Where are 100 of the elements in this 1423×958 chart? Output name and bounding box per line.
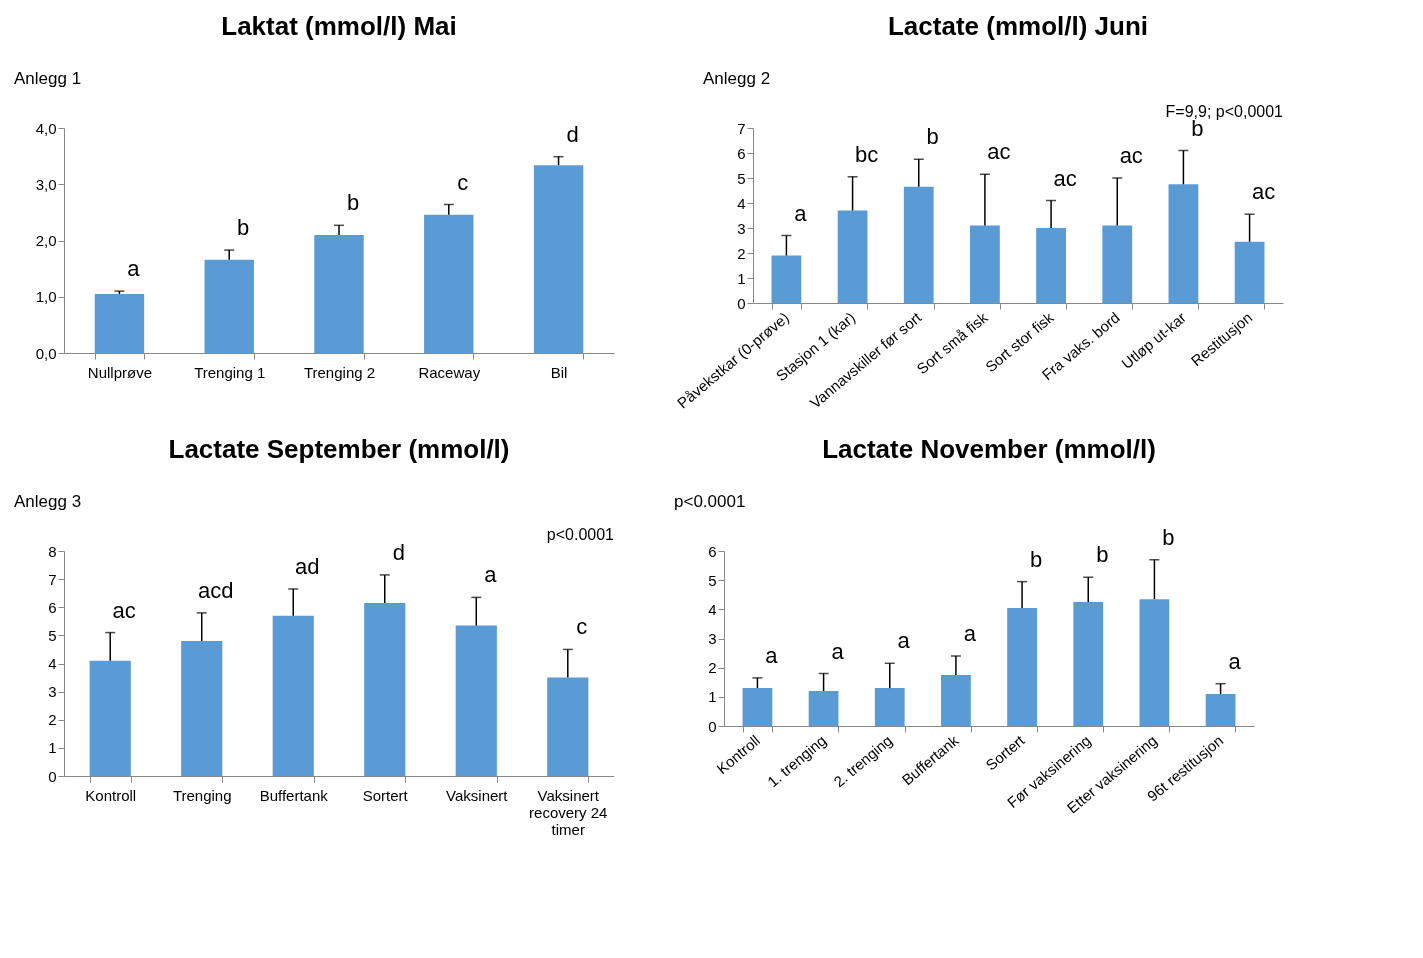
data-label: a: [765, 642, 779, 668]
y-tick-label: 5: [48, 626, 57, 644]
bar: [1234, 241, 1265, 303]
chart-title: Lactate September (mmol/l): [168, 434, 510, 464]
x-tick-label: Bil: [550, 363, 568, 381]
y-tick-label: 2,0: [35, 232, 57, 249]
y-tick-label: 3,0: [35, 175, 57, 193]
y-tick-label: 0: [708, 717, 717, 735]
data-label: b: [1162, 524, 1175, 550]
y-tick-label: 2: [737, 244, 746, 262]
chart-title: Lactate (mmol/l) Juni: [887, 11, 1149, 41]
y-tick-label: 3: [737, 219, 746, 237]
data-label: a: [484, 562, 498, 588]
y-tick-label: 4: [708, 600, 717, 618]
bar: [837, 210, 868, 303]
data-label: b: [1029, 546, 1043, 572]
data-label: b: [1096, 542, 1109, 568]
bar: [903, 186, 934, 303]
y-tick-label: 7: [737, 119, 746, 137]
data-label: b: [346, 190, 360, 216]
chart-title: Laktat (mmol/l) Mai: [221, 11, 457, 41]
data-label: ac: [1053, 165, 1077, 191]
bar: [89, 660, 131, 776]
data-label: a: [831, 638, 845, 664]
data-label: a: [794, 200, 808, 226]
data-label: ac: [987, 139, 1011, 165]
x-tick-label: Trenging 2: [303, 363, 376, 381]
y-tick-label: 4,0: [35, 119, 57, 137]
x-tick-label: Sortert: [362, 786, 409, 804]
text: p<0.0001: [674, 492, 746, 511]
bar: [1007, 607, 1037, 726]
bar: [742, 688, 773, 726]
data-label: a: [127, 256, 141, 282]
y-tick-label: 0: [737, 294, 746, 312]
bar: [424, 214, 474, 353]
bar: [970, 225, 1000, 303]
bar: [533, 165, 584, 353]
y-tick-label: 5: [737, 169, 746, 187]
bar: [1205, 693, 1236, 726]
data-label: acd: [197, 577, 234, 603]
x-tick-label: Kontroll: [85, 786, 137, 804]
text: Anlegg 3: [14, 492, 82, 511]
y-tick-label: 3: [708, 630, 717, 647]
data-label: b: [237, 215, 250, 241]
chart-title: Lactate November (mmol/l): [822, 434, 1156, 464]
y-tick-label: 1: [708, 688, 717, 706]
bar: [941, 674, 971, 726]
bar: [94, 293, 145, 353]
text: p<0.0001: [546, 526, 615, 543]
x-tick-label: Trenging 1: [194, 363, 266, 381]
data-label: c: [576, 614, 588, 640]
bar: [181, 641, 223, 776]
text: Anlegg 2: [703, 69, 771, 88]
x-tick-label: Raceway: [418, 363, 481, 381]
bar: [1036, 228, 1066, 303]
bar: [455, 625, 497, 776]
text: Anlegg 1: [14, 69, 82, 88]
data-label: b: [926, 124, 939, 150]
data-label: a: [897, 628, 911, 654]
data-label: a: [963, 621, 977, 646]
bar: [874, 688, 905, 726]
bar: [1139, 599, 1170, 726]
data-label: ac: [1251, 179, 1276, 205]
bar: [204, 259, 254, 353]
y-tick-label: 8: [48, 542, 57, 560]
data-label: d: [392, 539, 405, 565]
y-tick-label: 4: [48, 655, 57, 672]
y-tick-label: 1: [48, 739, 57, 757]
x-tick-label: Buffertank: [259, 786, 329, 804]
data-label: d: [566, 121, 579, 147]
y-tick-label: 6: [708, 542, 717, 560]
y-tick-label: 0,0: [35, 344, 57, 362]
bar: [272, 615, 314, 776]
data-label: ad: [295, 553, 320, 579]
y-tick-label: 2: [708, 659, 717, 677]
y-tick-label: 6: [48, 598, 57, 616]
y-tick-label: 2: [48, 711, 57, 729]
bar: [364, 603, 406, 776]
y-tick-label: 3: [48, 683, 57, 701]
bar: [314, 234, 364, 353]
y-tick-label: 4: [737, 194, 746, 212]
x-tick-label: Nullprøve: [87, 363, 153, 381]
bar: [547, 677, 589, 776]
data-label: a: [1228, 648, 1242, 674]
x-tick-label: Vaksinert: [446, 786, 509, 804]
bar: [1073, 602, 1104, 726]
x-tick-label: Trenging: [172, 786, 232, 804]
y-tick-label: 0: [48, 767, 57, 785]
bar: [1168, 184, 1199, 303]
y-tick-label: 7: [48, 570, 57, 588]
data-label: ac: [1119, 143, 1143, 168]
y-tick-label: 5: [708, 571, 717, 589]
y-tick-label: 1,0: [35, 288, 57, 306]
data-label: bc: [854, 141, 879, 167]
data-label: ac: [112, 597, 136, 623]
y-tick-label: 1: [737, 269, 746, 287]
x-tick-label: Vaksinert recovery 24 timer: [529, 786, 608, 838]
y-tick-label: 6: [737, 144, 746, 162]
data-label: c: [457, 169, 469, 195]
bar: [808, 691, 839, 726]
